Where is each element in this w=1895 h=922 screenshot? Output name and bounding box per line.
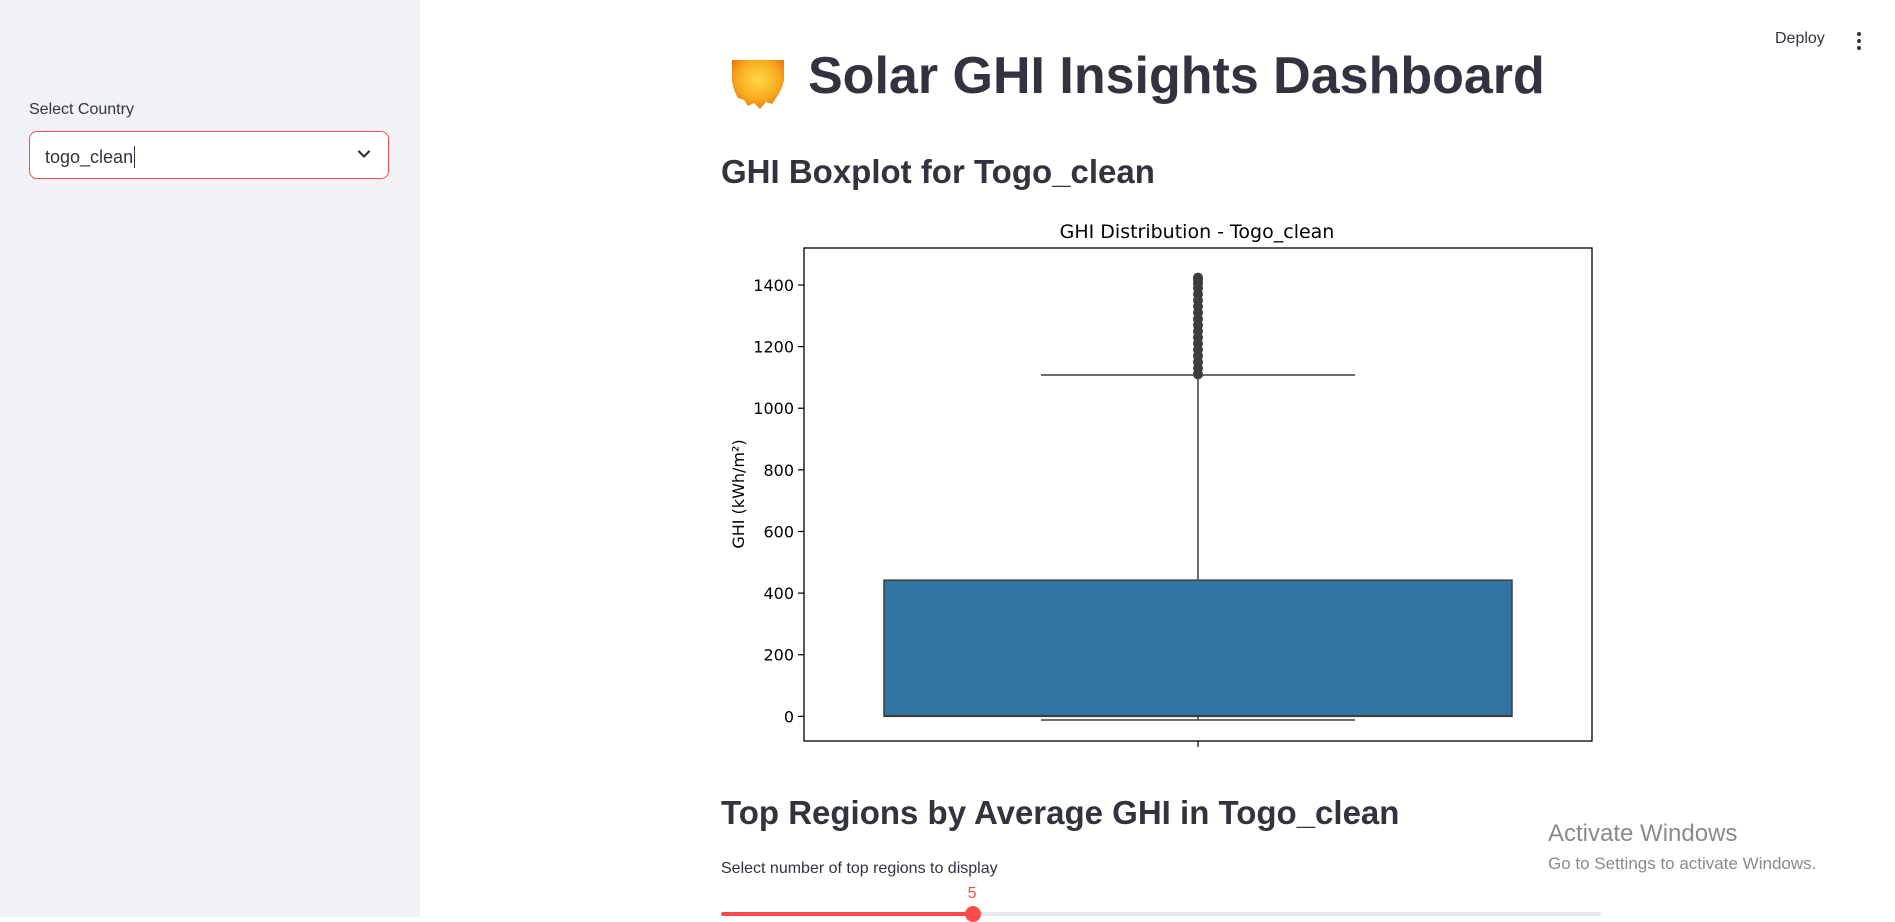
top-regions-heading: Top Regions by Average GHI in Togo_clean bbox=[721, 794, 1400, 831]
chevron-down-icon[interactable] bbox=[356, 146, 372, 167]
y-tick-label: 400 bbox=[763, 584, 794, 603]
outlier-point bbox=[1193, 272, 1203, 283]
watermark-subtitle: Go to Settings to activate Windows. bbox=[1548, 854, 1817, 873]
country-select-value[interactable]: togo_clean bbox=[45, 146, 136, 168]
slider-label: Select number of top regions to display bbox=[721, 860, 998, 877]
y-tick-label: 800 bbox=[763, 461, 794, 480]
more-options-icon[interactable] bbox=[1856, 32, 1862, 53]
slider-track[interactable] bbox=[721, 912, 1601, 916]
y-tick-label: 600 bbox=[763, 522, 794, 541]
chart-title: GHI Distribution - Togo_clean bbox=[1060, 221, 1335, 243]
y-tick-label: 1200 bbox=[753, 338, 794, 357]
sun-emoji-icon bbox=[730, 60, 786, 110]
y-tick-label: 1000 bbox=[753, 399, 794, 418]
slider-fill bbox=[721, 912, 973, 916]
boxplot-heading: GHI Boxplot for Togo_clean bbox=[721, 153, 1155, 190]
y-axis-label: GHI (kWh/m²) bbox=[729, 439, 748, 548]
deploy-button[interactable]: Deploy bbox=[1775, 30, 1825, 47]
iqr-box bbox=[883, 579, 1513, 718]
page-title: Solar GHI Insights Dashboard bbox=[808, 47, 1545, 105]
ghi-boxplot-chart: GHI Distribution - Togo_clean GHI (kWh/m… bbox=[721, 214, 1601, 754]
slider-value: 5 bbox=[967, 885, 977, 902]
y-tick-label: 1400 bbox=[753, 276, 794, 295]
select-country-label: Select Country bbox=[29, 101, 134, 118]
slider-thumb[interactable] bbox=[964, 906, 981, 922]
watermark-title: Activate Windows bbox=[1548, 820, 1738, 847]
y-tick-label: 200 bbox=[763, 646, 794, 665]
y-tick-label: 0 bbox=[784, 707, 794, 726]
country-select[interactable]: togo_clean bbox=[29, 131, 389, 179]
windows-activation-watermark: Activate Windows Go to Settings to activ… bbox=[1548, 820, 1816, 874]
sidebar: Select Country togo_clean bbox=[0, 0, 420, 917]
